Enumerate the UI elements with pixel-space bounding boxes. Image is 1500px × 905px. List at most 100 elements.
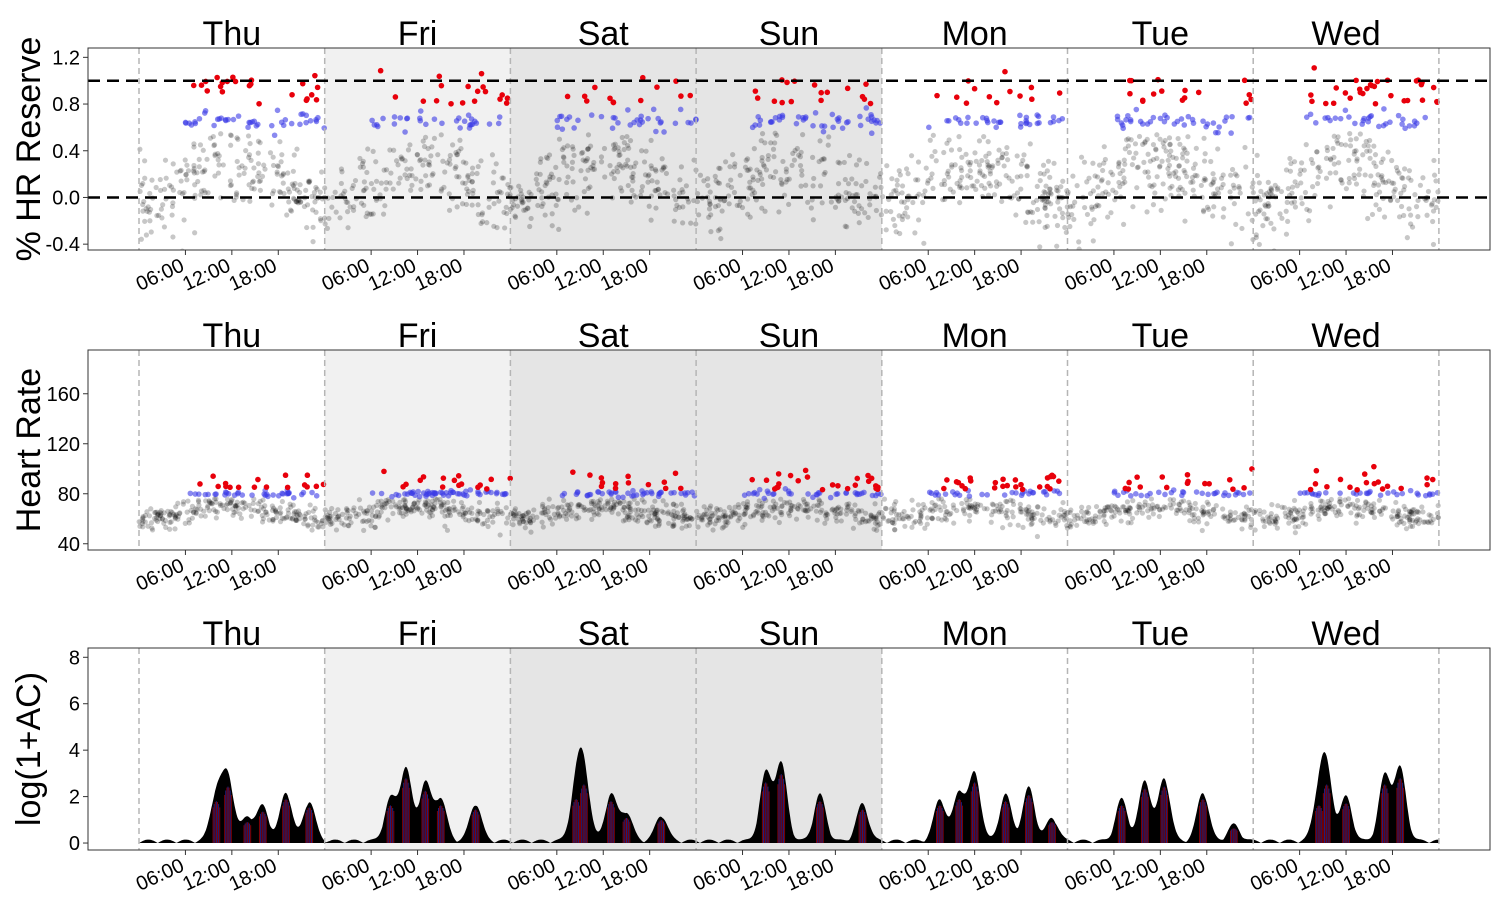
baseline-point	[918, 514, 924, 520]
baseline-point	[943, 509, 949, 515]
baseline-point	[1318, 503, 1324, 510]
vigorous-point	[662, 485, 669, 492]
baseline-point	[212, 151, 218, 157]
baseline-point	[273, 509, 279, 515]
baseline-point	[1060, 512, 1066, 518]
vigorous-point	[752, 88, 759, 94]
baseline-point	[163, 175, 169, 181]
baseline-point	[798, 183, 804, 189]
baseline-point	[1433, 178, 1439, 184]
baseline-point	[1369, 509, 1375, 516]
baseline-point	[1228, 516, 1234, 522]
baseline-point	[1142, 169, 1148, 175]
baseline-point	[291, 511, 297, 517]
baseline-point	[380, 211, 387, 217]
moderate-point	[630, 487, 636, 494]
baseline-point	[1007, 522, 1013, 528]
baseline-point	[227, 182, 234, 189]
baseline-point	[1036, 219, 1042, 225]
baseline-point	[680, 508, 686, 514]
baseline-point	[559, 504, 565, 510]
baseline-point	[1220, 172, 1226, 178]
baseline-point	[1424, 212, 1430, 218]
baseline-point	[1423, 197, 1429, 204]
baseline-point	[728, 514, 734, 520]
baseline-point	[398, 505, 404, 511]
baseline-point	[624, 133, 630, 140]
vigorous-point	[645, 481, 652, 488]
baseline-point	[1268, 514, 1274, 520]
moderate-point	[1402, 125, 1408, 132]
baseline-point	[1091, 217, 1097, 223]
baseline-point	[928, 506, 934, 512]
baseline-point	[1285, 512, 1292, 518]
baseline-point	[720, 513, 726, 519]
baseline-point	[590, 498, 596, 504]
baseline-point	[1156, 513, 1162, 520]
baseline-point	[227, 132, 234, 138]
baseline-point	[717, 226, 723, 232]
baseline-point	[414, 152, 420, 158]
baseline-point	[270, 162, 277, 169]
baseline-point	[1387, 197, 1394, 204]
baseline-point	[1181, 145, 1187, 151]
moderate-point	[1229, 113, 1235, 120]
moderate-point	[1147, 490, 1153, 497]
baseline-point	[1084, 517, 1090, 523]
baseline-point	[884, 163, 890, 169]
baseline-point	[345, 507, 351, 514]
baseline-point	[447, 161, 453, 167]
baseline-point	[1165, 157, 1171, 163]
baseline-point	[712, 521, 718, 527]
baseline-point	[404, 506, 410, 512]
baseline-point	[501, 209, 507, 215]
moderate-point	[196, 491, 202, 497]
baseline-point	[1116, 161, 1122, 167]
baseline-point	[147, 218, 153, 224]
moderate-point	[1056, 490, 1063, 497]
baseline-point	[1193, 506, 1199, 512]
vigorous-point	[829, 482, 836, 488]
baseline-point	[588, 164, 594, 171]
baseline-point	[1153, 146, 1159, 152]
baseline-point	[575, 502, 581, 508]
baseline-point	[441, 184, 447, 190]
baseline-point	[399, 156, 406, 162]
moderate-point	[1315, 492, 1322, 499]
vigorous-point	[824, 89, 831, 96]
baseline-point	[368, 180, 375, 187]
moderate-point	[1309, 491, 1316, 497]
baseline-point	[949, 162, 955, 168]
baseline-point	[393, 504, 399, 510]
baseline-point	[146, 513, 153, 519]
baseline-point	[381, 167, 387, 173]
baseline-point	[925, 178, 931, 184]
moderate-point	[1411, 123, 1418, 129]
baseline-point	[556, 226, 562, 233]
baseline-point	[722, 514, 728, 520]
baseline-point	[716, 165, 722, 171]
baseline-point	[338, 180, 344, 187]
baseline-point	[860, 516, 866, 522]
baseline-point	[202, 513, 208, 519]
vigorous-point	[1202, 480, 1208, 487]
baseline-point	[1130, 204, 1136, 210]
baseline-point	[277, 189, 284, 196]
baseline-point	[888, 192, 894, 198]
baseline-point	[204, 156, 210, 162]
baseline-point	[1018, 506, 1024, 512]
baseline-point	[524, 205, 531, 211]
baseline-point	[744, 156, 751, 162]
baseline-point	[162, 157, 169, 163]
baseline-point	[1190, 165, 1197, 171]
baseline-point	[960, 506, 967, 512]
moderate-point	[1337, 115, 1344, 122]
baseline-point	[281, 190, 287, 197]
baseline-point	[214, 509, 220, 515]
baseline-point	[740, 501, 747, 507]
baseline-point	[149, 177, 155, 183]
baseline-point	[228, 132, 234, 139]
baseline-point	[313, 184, 319, 191]
vigorous-point	[438, 82, 445, 89]
